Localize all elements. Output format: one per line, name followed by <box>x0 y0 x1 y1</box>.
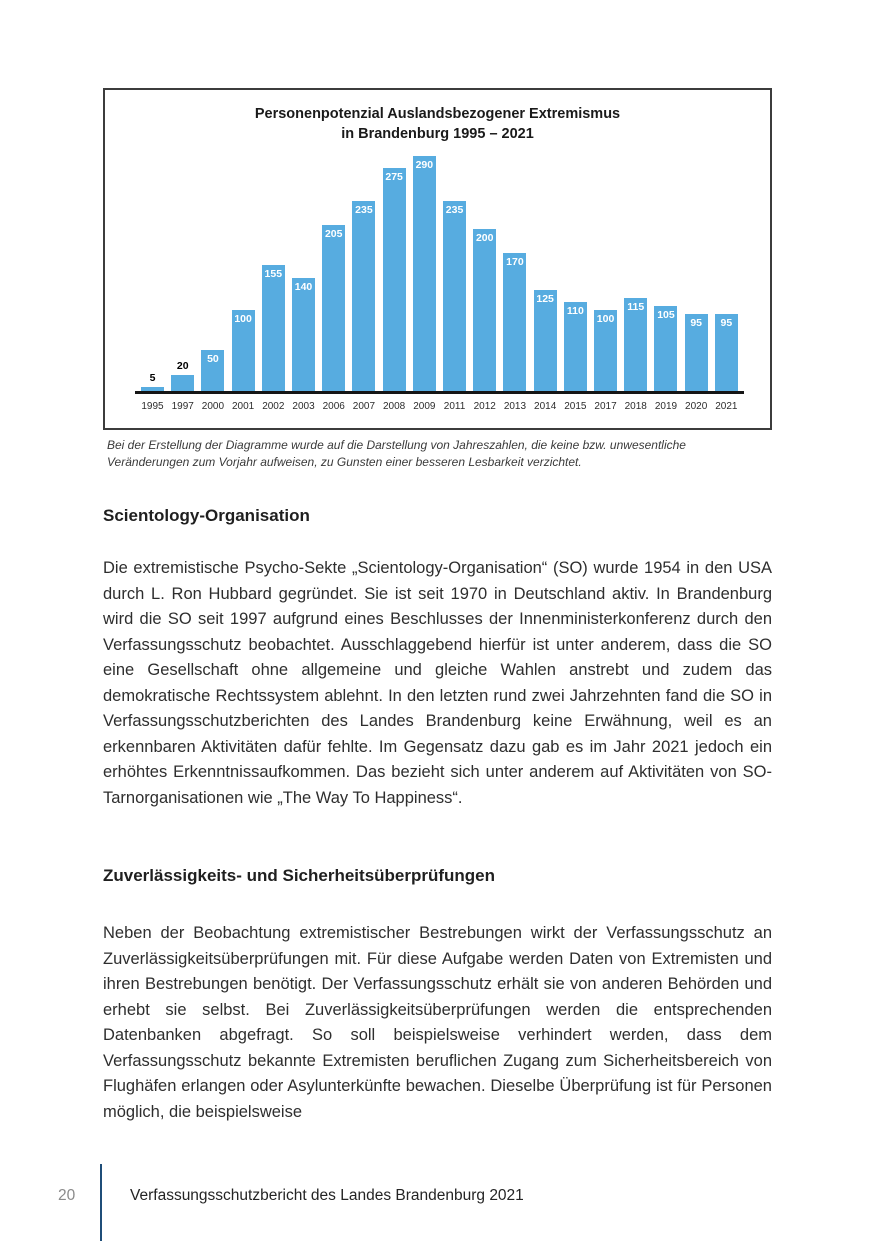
bar-value-label: 20 <box>176 360 189 372</box>
chart-bar-2008: 275 <box>382 168 406 391</box>
bar-value-label: 235 <box>445 204 464 216</box>
bar-value-label: 100 <box>234 313 252 325</box>
x-tick-label: 2017 <box>594 401 617 412</box>
bar-value-label: 100 <box>596 313 615 325</box>
bar-value-label: 105 <box>657 309 675 321</box>
x-tick-label: 1997 <box>171 401 194 412</box>
bar-value-label: 50 <box>207 353 219 365</box>
chart-bar-2007: 235 <box>352 201 376 391</box>
footer-divider-line <box>100 1164 102 1241</box>
x-tick-label: 2007 <box>352 401 376 412</box>
chart-bar-2021: 95 <box>714 314 738 391</box>
x-tick-label: 2012 <box>473 401 496 412</box>
chart-bar-1995: 5 <box>141 372 164 391</box>
x-tick-label: 2003 <box>292 401 315 412</box>
x-tick-label: 1995 <box>141 401 164 412</box>
chart-bar-2011: 235 <box>443 201 467 391</box>
x-tick-label: 2006 <box>322 401 345 412</box>
chart-bar-2018: 115 <box>624 298 648 391</box>
bar-value-label: 200 <box>475 232 494 244</box>
chart-footnote: Bei der Erstellung der Diagramme wurde a… <box>107 438 686 469</box>
bar-value-label: 95 <box>720 317 733 329</box>
paragraph-zuverlaessigkeit: Neben der Beobachtung extremistischer Be… <box>103 924 772 1121</box>
chart-bar-2017: 100 <box>594 310 618 391</box>
bar-value-label: 115 <box>627 301 645 313</box>
chart-bar-2001: 100 <box>231 310 255 391</box>
chart-bar-2006: 205 <box>322 225 346 391</box>
chart-bar-2003: 140 <box>292 278 316 391</box>
bar-value-label: 95 <box>690 317 702 329</box>
x-tick-label: 2015 <box>564 401 587 412</box>
chart-bar-2020: 95 <box>684 314 708 391</box>
chart-bar-2000: 50 <box>201 350 225 391</box>
x-tick-label: 2002 <box>262 401 285 412</box>
x-tick-label: 2021 <box>715 401 738 412</box>
chart-bar-2014: 125 <box>533 290 557 391</box>
chart-bar-1997: 20 <box>171 360 195 391</box>
x-tick-label: 2008 <box>383 401 406 412</box>
bar-value-label: 155 <box>264 268 283 280</box>
bar-value-label: 275 <box>385 171 403 183</box>
bar-value-label: 5 <box>149 372 156 384</box>
footer-title: Verfassungsschutzbericht des Landes Bran… <box>130 1187 524 1204</box>
bar-value-label: 205 <box>324 228 343 240</box>
bar-value-label: 110 <box>566 305 584 317</box>
chart-title-line-1: Personenpotenzial Auslandsbezogener Extr… <box>254 106 621 122</box>
bar-value-label: 290 <box>415 159 434 171</box>
x-tick-label: 2014 <box>534 401 557 412</box>
chart-bar-2013: 170 <box>503 253 527 391</box>
chart-title: Personenpotenzial Auslandsbezogener Extr… <box>105 104 770 144</box>
x-tick-label: 2001 <box>231 401 255 412</box>
x-tick-label: 2013 <box>503 401 527 412</box>
bar-value-label: 140 <box>294 281 313 293</box>
x-tick-label: 2018 <box>624 401 647 412</box>
chart-title-line-2: in Brandenburg 1995 – 2021 <box>341 126 534 142</box>
chart-bar-2012: 200 <box>473 229 497 391</box>
page-number: 20 <box>58 1187 76 1204</box>
chart-plot-area: 5 20 50 100 155 140 205 235 275 290 235 200 170 125 11… <box>135 156 744 412</box>
chart-x-tick-labels: 1995 1997 2000 2001 2002 2003 2006 2007 2008 2009… <box>141 401 738 412</box>
x-tick-label: 2019 <box>654 401 678 412</box>
x-tick-label: 2009 <box>413 401 436 412</box>
chart-bars: 5 20 50 100 155 140 205 235 275 290 235 200 170 125 11… <box>141 156 738 391</box>
paragraph-scientology: Die extremistische Psycho-Sekte „Sciento… <box>103 559 772 807</box>
bar-value-label: 235 <box>355 204 373 216</box>
x-tick-label: 2000 <box>201 401 225 412</box>
chart-x-axis <box>135 391 744 394</box>
chart-bar-2015: 110 <box>563 302 587 391</box>
chart-bar-2002: 155 <box>261 265 285 391</box>
section-heading-scientology: Scientology-Organisation <box>103 506 310 525</box>
chart-bar-2009: 290 <box>412 156 436 391</box>
bar-value-label: 170 <box>506 256 524 268</box>
bar-value-label: 125 <box>536 293 554 305</box>
x-tick-label: 2020 <box>685 401 708 412</box>
section-heading-zuverlaessigkeit: Zuverlässigkeits- und Sicherheitsüberprü… <box>103 866 496 885</box>
chart-bar-2019: 105 <box>654 306 678 391</box>
bar-chart: Personenpotenzial Auslandsbezogener Extr… <box>103 88 772 430</box>
x-tick-label: 2011 <box>443 401 466 412</box>
